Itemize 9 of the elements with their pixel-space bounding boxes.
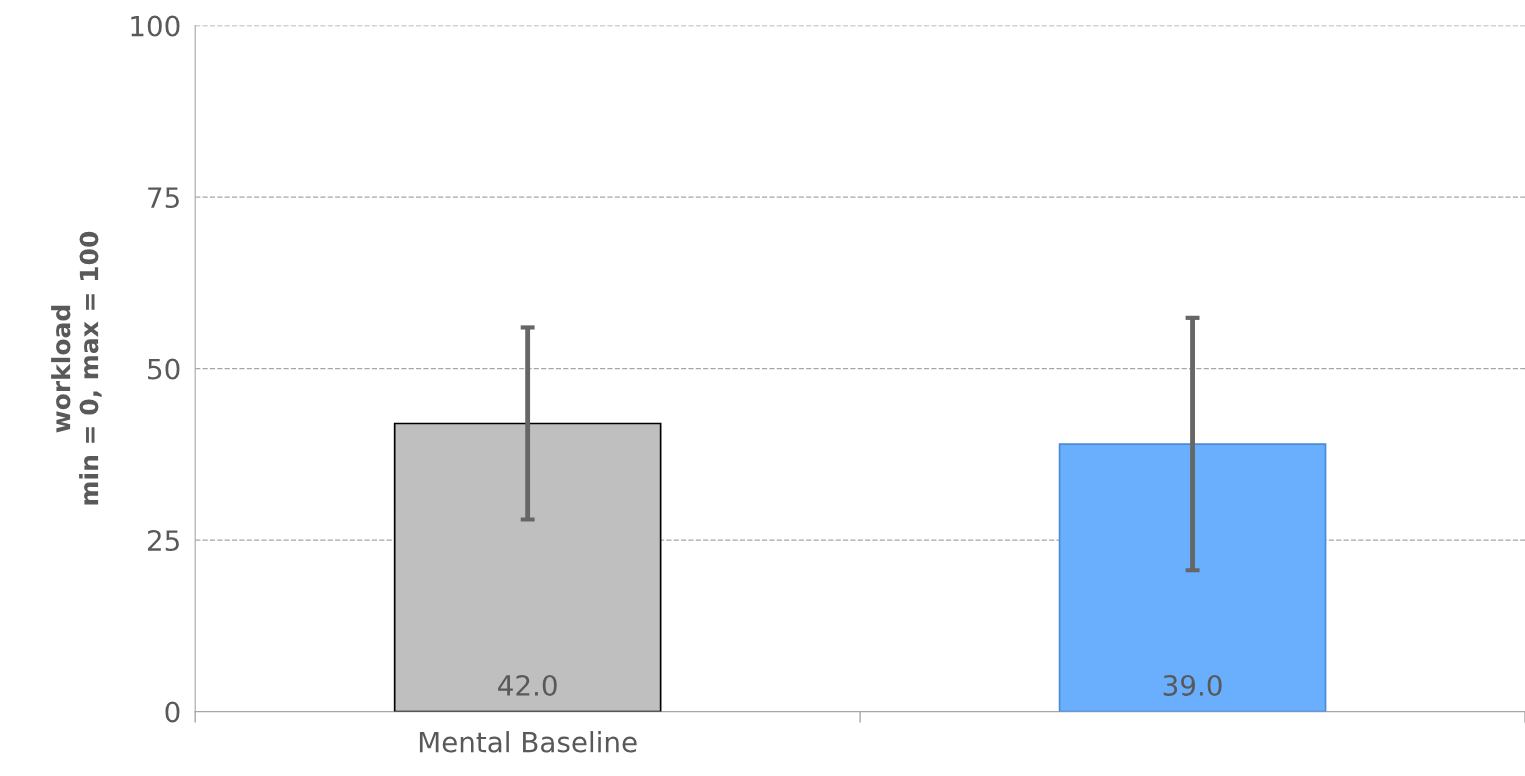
y-axis-title: workload min = 0, max = 100: [51, 231, 102, 505]
data-label: 39.0: [1163, 674, 1222, 696]
y-tick-label: 0: [165, 701, 180, 723]
y-tick-label: 50: [148, 358, 180, 380]
data-label: 42.0: [498, 674, 557, 696]
y-tick-label: 100: [131, 15, 180, 37]
y-tick-label: 25: [148, 530, 179, 552]
x-tick-label: Mental Baseline: [419, 731, 637, 753]
y-tick-label: 75: [148, 187, 179, 209]
